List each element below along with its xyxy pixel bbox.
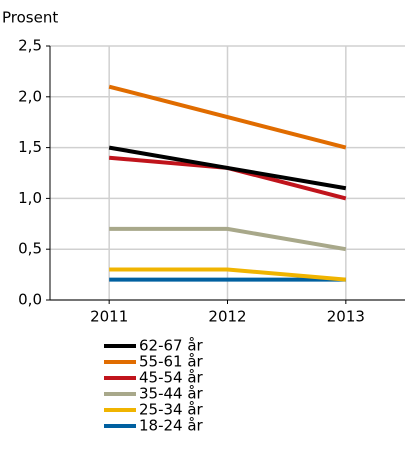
legend-label: 45-54 år <box>139 369 204 387</box>
y-tick-label: 0,5 <box>18 240 42 258</box>
y-tick-label: 1,0 <box>18 189 42 207</box>
x-tick-label: 2011 <box>90 308 128 326</box>
legend-label: 35-44 år <box>139 385 204 403</box>
y-tick-label: 2,5 <box>18 37 42 55</box>
x-tick-label: 2012 <box>208 308 246 326</box>
line <box>108 84 347 150</box>
legend-label: 62-67 år <box>139 337 204 355</box>
y-axis-label: Prosent <box>2 9 58 27</box>
line <box>108 145 347 191</box>
y-tick-label: 2,0 <box>18 87 42 105</box>
x-tick-label: 2013 <box>327 308 365 326</box>
legend-label: 55-61 år <box>139 353 204 371</box>
y-tick-label: 0,0 <box>18 291 42 309</box>
y-tick-label: 1,5 <box>18 138 42 156</box>
line <box>109 267 347 282</box>
legend-label: 25-34 år <box>139 401 204 419</box>
line <box>109 226 347 252</box>
legend-label: 18-24 år <box>139 417 204 435</box>
